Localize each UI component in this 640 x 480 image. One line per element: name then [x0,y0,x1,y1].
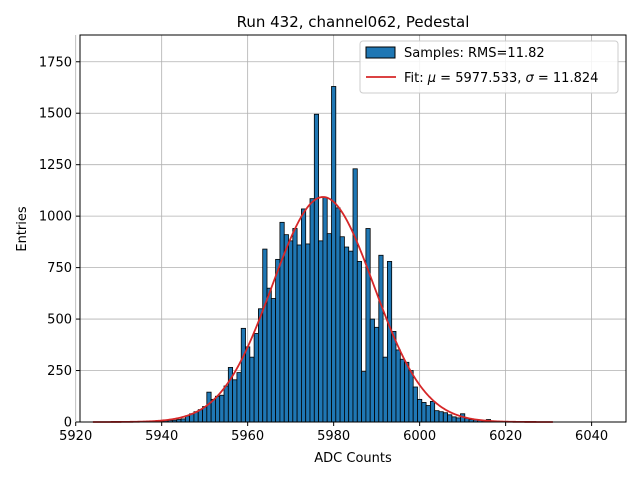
histogram-bar [232,379,238,423]
histogram-bar [434,410,440,423]
histogram-bar [361,371,367,423]
histogram-bar [249,356,255,423]
legend-fit-suffix: = 11.824 [534,71,599,86]
histogram-bar [348,250,354,423]
histogram-bar [279,221,285,423]
histogram-bar [223,385,229,423]
histogram-bar [215,395,221,423]
histogram-bar [412,386,418,423]
histogram-bar [275,258,281,423]
histogram-bar [292,228,298,423]
histogram-bar [339,236,345,423]
histogram-bar [447,414,453,423]
legend-fit-label: Fit: μ = 5977.533, σ = 11.824 [404,71,598,86]
histogram-bar [258,308,264,423]
histogram-bar [404,361,410,423]
histogram-bar [382,356,388,423]
y-tick-label: 1250 [39,158,72,173]
histogram-bar [301,208,307,423]
x-tick-label: 5960 [231,429,264,444]
histogram-bar [356,261,362,423]
x-tick-label: 5980 [317,429,350,444]
histogram-bar [331,86,337,423]
x-tick-label: 6040 [575,429,608,444]
x-tick-label: 5940 [145,429,178,444]
histogram-bar [421,402,427,423]
histogram-bar [206,391,212,423]
histogram-bar [391,331,397,423]
y-tick-label: 1500 [39,107,72,122]
x-axis-title: ADC Counts [314,451,392,466]
histogram-bar [309,198,315,423]
legend-fit-prefix: Fit: [404,71,428,86]
histogram-bar [352,168,358,423]
histogram-bar [288,240,294,423]
histogram-bar [438,411,444,423]
x-axis-ticks: 5920 5940 5960 5980 6000 6020 6040 [59,422,608,444]
histogram-bar [429,401,436,423]
histogram-bar [262,248,268,423]
x-tick-label: 5920 [59,429,92,444]
histogram-bar [240,327,246,423]
fit-curve-group [92,196,553,423]
gaussian-fit-curve [92,196,553,423]
chart-title: Run 432, channel062, Pedestal [237,13,470,31]
histogram-bar [296,244,302,423]
histogram-bar [408,370,414,423]
histogram-bar [374,326,380,423]
histogram-bar [313,113,320,423]
legend-bars-label: Samples: RMS=11.82 [404,46,545,61]
y-tick-label: 1000 [39,210,72,225]
y-axis-ticks: 0 250 500 750 1000 1250 1500 1750 [39,55,80,431]
histogram-bar [425,405,431,423]
y-axis-title: Entries [15,206,30,252]
histogram-bar [305,243,311,423]
y-tick-label: 750 [47,261,72,276]
histogram-bar [322,197,328,423]
histogram-bar [219,394,225,423]
histogram-bar [455,417,461,423]
legend-box [359,40,619,94]
y-tick-label: 1750 [39,55,72,70]
histogram-bar [442,412,448,423]
x-tick-label: 6000 [403,429,436,444]
histogram-bar [344,246,350,423]
histogram-bar [245,346,251,423]
histogram-bar [417,398,423,423]
y-tick-label: 250 [47,364,72,379]
histogram-bar [266,287,272,423]
histogram-bar [451,416,457,423]
histogram-bar [236,372,242,423]
histogram-bar [270,298,277,423]
histogram-bar [399,358,405,423]
histogram-bar [369,318,375,423]
plot-frame [79,34,627,423]
legend-fit-mu: μ [427,71,436,86]
histogram-bar [210,398,216,423]
histogram-bar [386,261,393,423]
histogram-bar [335,207,341,423]
legend-fit-sigma: σ [526,71,535,86]
y-tick-label: 500 [47,313,72,328]
histogram-bar [326,233,332,423]
legend-bars-swatch [365,46,396,59]
x-tick-label: 6020 [489,429,522,444]
histogram-bar [283,234,289,423]
histogram-bar [395,349,401,423]
legend-fit-mid: = 5977.533, [436,71,525,86]
legend: Samples: RMS=11.82 Fit: μ = 5977.533, σ … [359,40,619,94]
histogram-bar [253,333,259,423]
histogram-bar [318,240,324,423]
histogram-bar [365,228,371,423]
y-tick-label: 0 [64,416,72,431]
histogram-bar [378,254,384,423]
